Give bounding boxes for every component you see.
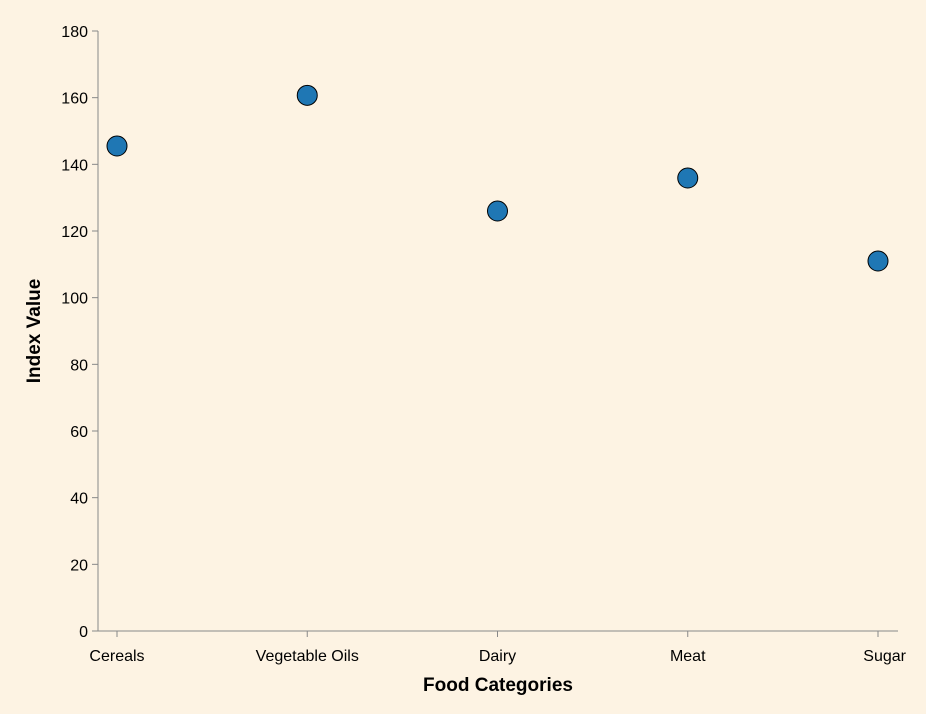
- x-axis-title: Food Categories: [423, 675, 573, 696]
- data-point: [677, 167, 699, 189]
- x-tick-label: Cereals: [89, 648, 144, 665]
- x-tick-label: Dairy: [479, 648, 516, 665]
- x-axis: Cereals Vegetable Oils Dairy Meat Sugar: [89, 630, 907, 665]
- y-tick-label: 0: [79, 624, 88, 641]
- data-point: [296, 84, 318, 106]
- data-point: [106, 135, 128, 157]
- x-tick-label: Vegetable Oils: [256, 648, 359, 665]
- y-tick-label: 60: [70, 424, 88, 441]
- y-tick-label: 140: [61, 157, 88, 174]
- data-points: [106, 84, 889, 272]
- y-tick-label: 120: [61, 224, 88, 241]
- y-axis: 0 20 40 60 80 100 120 140 160 180: [61, 24, 99, 641]
- y-tick-label: 40: [70, 491, 88, 508]
- y-axis-title: Index Value: [24, 279, 45, 384]
- y-tick-label: 80: [70, 357, 88, 374]
- y-tick-label: 160: [61, 91, 88, 108]
- y-tick-label: 180: [61, 24, 88, 41]
- data-point: [867, 250, 889, 272]
- data-point: [487, 200, 508, 222]
- x-tick-label: Sugar: [863, 648, 906, 665]
- y-tick-label: 100: [61, 291, 88, 308]
- x-tick-label: Meat: [670, 648, 706, 665]
- y-tick-label: 20: [70, 557, 88, 574]
